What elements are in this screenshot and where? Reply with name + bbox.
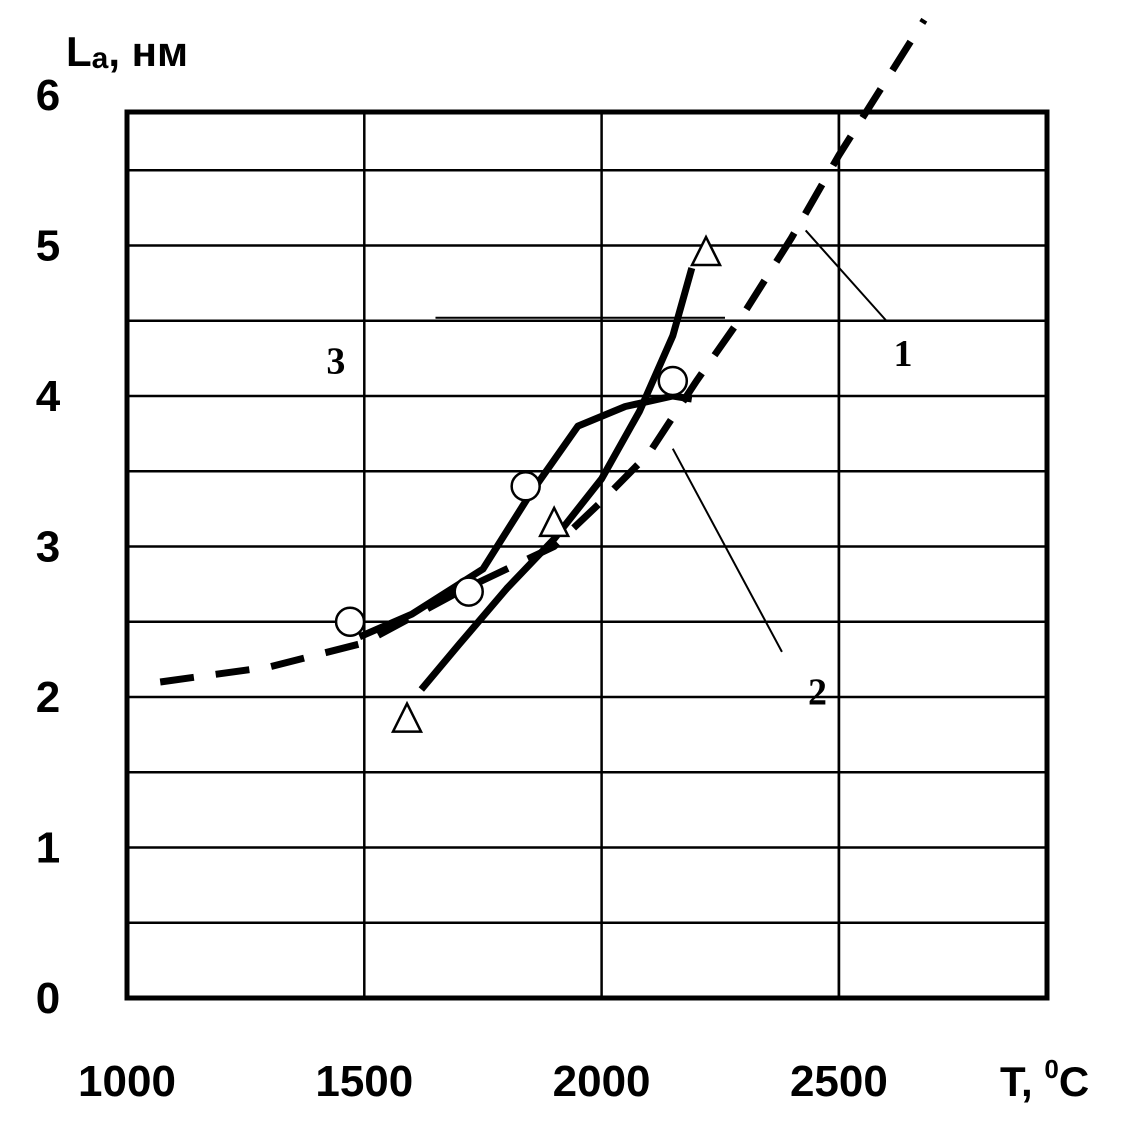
series-3-marker-1 (453, 576, 484, 607)
series-3-marker-0 (334, 606, 366, 637)
x-tick-label-2500: 2500 (790, 1057, 888, 1106)
x-tick-label-1500: 1500 (315, 1057, 413, 1106)
y-tick-label-6: 6 (36, 71, 60, 120)
series-3-marker-2 (510, 471, 541, 502)
series-2-marker-1 (538, 505, 571, 538)
series-line-2 (418, 267, 696, 692)
series-callouts: 1 2 3 (326, 229, 912, 714)
series-line-1 (159, 17, 928, 686)
callout-label-1: 1 (893, 333, 912, 375)
y-tick-label-4: 4 (36, 372, 61, 421)
gridlines (127, 112, 1047, 998)
series-2-marker-0 (390, 700, 424, 733)
callout-label-3: 3 (326, 340, 345, 382)
callout-label-2: 2 (808, 672, 827, 714)
y-tick-label-3: 3 (36, 523, 60, 572)
y-axis-title: La, нм (66, 28, 188, 75)
series-line-3 (358, 392, 693, 641)
series-2-marker-2 (689, 234, 723, 267)
y-tick-label-5: 5 (36, 222, 60, 271)
callout-leader-2 (671, 448, 783, 653)
y-tick-label-0: 0 (36, 974, 60, 1023)
plot-border (124, 109, 1050, 1001)
x-tick-label-2000: 2000 (553, 1057, 651, 1106)
x-tick-label-1000: 1000 (78, 1057, 176, 1106)
series-3-marker-3 (657, 365, 689, 397)
plot-frame (124, 109, 1050, 1001)
series-lines (159, 17, 928, 692)
y-tick-label-2: 2 (36, 673, 60, 722)
tick-labels: 1000 1500 2000 2500 0 1 2 3 4 5 6 (36, 71, 888, 1106)
series-markers (334, 234, 723, 733)
callout-leader-1 (804, 229, 888, 322)
x-axis-title: T, 0C (1000, 1054, 1089, 1105)
y-tick-label-1: 1 (36, 824, 60, 873)
